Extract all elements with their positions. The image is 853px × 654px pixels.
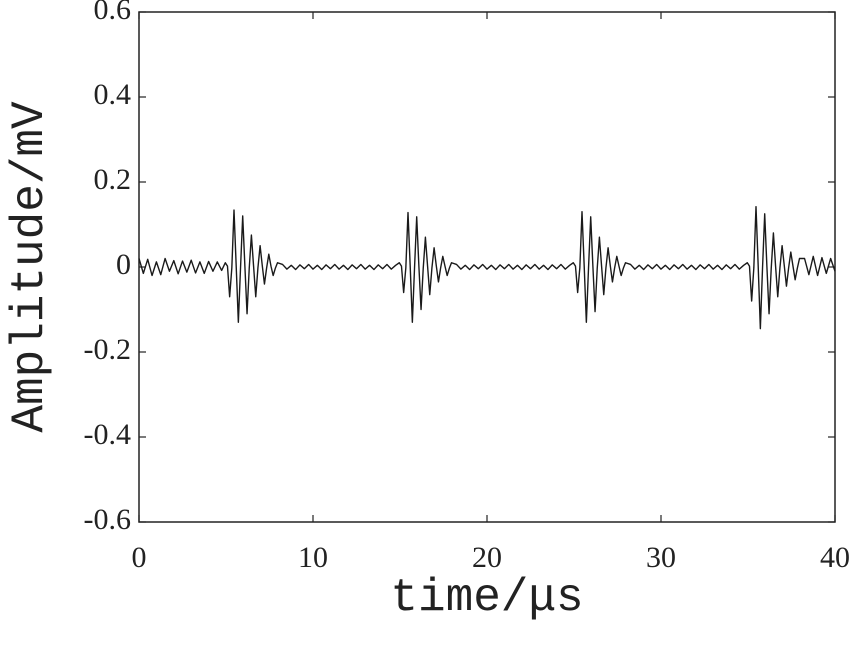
x-tick-label: 30 — [646, 541, 676, 574]
y-tick-label: -0.2 — [84, 333, 132, 366]
y-axis-label: Amplitude/mV — [4, 101, 56, 433]
y-tick-label: 0.6 — [94, 0, 132, 26]
y-tick-label: 0.4 — [94, 78, 132, 111]
x-tick-label: 40 — [820, 541, 850, 574]
x-tick-label: 0 — [132, 541, 147, 574]
y-tick-label: -0.4 — [84, 418, 132, 451]
x-tick-label: 10 — [298, 541, 328, 574]
y-tick-label: 0 — [116, 248, 131, 281]
plot-frame — [138, 11, 836, 523]
y-tick-label: -0.6 — [84, 503, 132, 536]
y-tick-label: 0.2 — [94, 163, 132, 196]
x-axis-label: time/μs — [390, 572, 583, 624]
x-tick-label: 20 — [472, 541, 502, 574]
signal-line — [138, 205, 836, 330]
